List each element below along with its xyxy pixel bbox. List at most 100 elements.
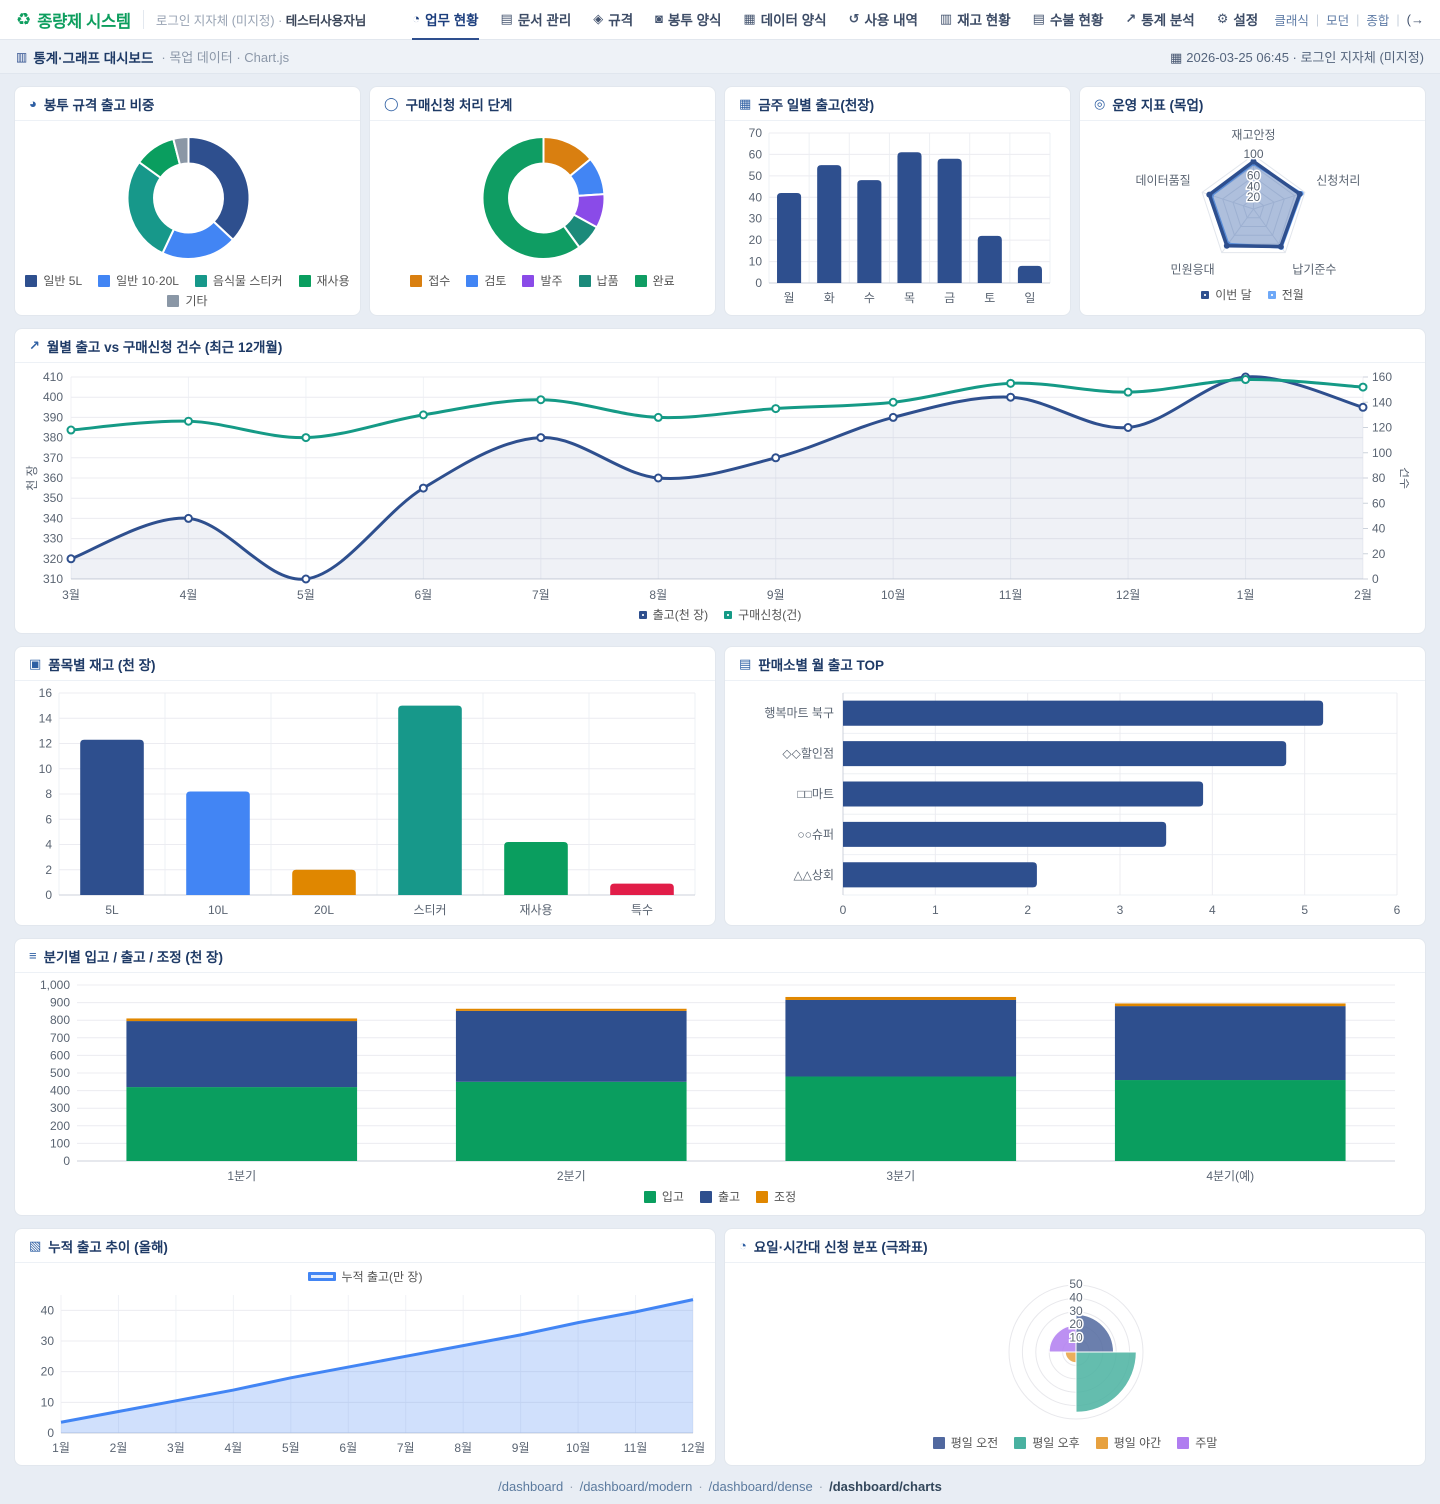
view-link[interactable]: 모던 — [1326, 14, 1350, 28]
quarterly-flow-stacked-chart[interactable]: 0 100 200 300 400 500 600 700 800 900 1,000 1분기 2분기 3… — [25, 977, 1415, 1187]
card-ops-radar: ◎ 운영 지표 (목업) 20 40 60 100 재고안정 신청처리 납기준수 민원응대 데이… — [1079, 86, 1426, 316]
legend-item[interactable]: 구매신청(건) — [724, 606, 801, 623]
legend-label: 검토 — [484, 274, 507, 288]
card-title: 봉투 규격 출고 비중 — [43, 97, 155, 113]
svg-text:390: 390 — [43, 410, 63, 424]
legend-item[interactable]: 일반 5L — [25, 272, 82, 289]
legend-swatch — [307, 1272, 336, 1281]
weekly-shipments-bar-chart[interactable]: 0 10 20 30 40 50 60 70 월 화 수 목 금 토 일 — [735, 125, 1060, 309]
legend-item[interactable]: 재사용 — [298, 272, 350, 289]
legend-item[interactable]: 입고 — [643, 1188, 684, 1205]
legend-item[interactable]: 평일 오전 — [932, 1434, 998, 1451]
svg-text:10: 10 — [41, 1395, 55, 1409]
legend-label: 발주 — [540, 274, 563, 288]
legend-item[interactable]: 전월 — [1267, 286, 1304, 303]
legend-item[interactable]: 일반 10·20L — [98, 272, 179, 289]
footer-link[interactable]: /dashboard/modern — [579, 1479, 693, 1494]
svg-text:월: 월 — [784, 291, 795, 305]
svg-text:6월: 6월 — [339, 1441, 357, 1455]
legend-item[interactable]: 음식물 스티커 — [194, 272, 283, 289]
nav-item[interactable]: ◔ 업무 현황 — [412, 0, 479, 40]
request-stages-doughnut[interactable] — [380, 125, 705, 271]
stock-by-item-bar-chart[interactable]: 0 2 4 6 8 10 12 14 16 5L 10L 20L 스티커 재사용 특수 — [25, 685, 705, 921]
svg-text:0: 0 — [47, 1426, 54, 1440]
quarterly-flow-legend[interactable]: 입고 출고 조정 — [25, 1187, 1415, 1209]
card-title: 운영 지표 (목업) — [1112, 97, 1204, 113]
nav-item-icon: ▤ — [500, 10, 513, 26]
legend-item[interactable]: 출고 — [699, 1188, 741, 1205]
legend-item[interactable]: 완료 — [634, 272, 675, 289]
nav-item-icon: ◙ — [655, 11, 663, 26]
envelope-mix-doughnut[interactable] — [25, 125, 350, 271]
legend-item[interactable]: 접수 — [410, 272, 450, 289]
svg-text:200: 200 — [50, 1119, 70, 1133]
svg-text:6: 6 — [45, 812, 52, 826]
svg-text:5L: 5L — [105, 903, 119, 917]
nav-item[interactable]: ◈ 규격 — [593, 0, 633, 40]
legend-item[interactable]: 이번 달 — [1201, 286, 1252, 303]
ops-radar-chart[interactable]: 20 40 60 100 재고안정 신청처리 납기준수 민원응대 데이터품질 — [1090, 125, 1415, 285]
legend-item[interactable]: 주말 — [1177, 1434, 1217, 1451]
svg-text:70: 70 — [749, 126, 763, 140]
card-title: 판매소별 월 출고 TOP — [758, 657, 884, 673]
breadcrumb: ▥ 통계·그래프 대시보드 · 목업 데이터 · Chart.js ▦ 2026-… — [0, 40, 1440, 74]
card-header: ≡ 분기별 입고 / 출고 / 조정 (천 장) — [15, 939, 1425, 973]
svg-text:□□마트: □□마트 — [797, 787, 834, 801]
divider: | — [1315, 12, 1320, 27]
legend-item[interactable]: 조정 — [756, 1188, 796, 1205]
monthly-dual-legend[interactable]: 출고(천 장) 구매신청(건) — [25, 605, 1415, 627]
nav-item[interactable]: ↗ 통계 분석 — [1125, 0, 1194, 40]
legend-item[interactable]: 검토 — [466, 272, 506, 289]
nav-item[interactable]: ▥ 재고 현황 — [940, 0, 1011, 40]
footer-link[interactable]: /dashboard — [498, 1479, 564, 1494]
nav-item-label: 재고 현황 — [957, 12, 1011, 28]
logout-icon[interactable]: (→ — [1406, 12, 1424, 27]
svg-text:380: 380 — [43, 431, 63, 445]
recycle-logo-icon: ♻ — [16, 9, 32, 29]
svg-text:140: 140 — [1372, 395, 1392, 409]
svg-text:12월: 12월 — [681, 1441, 705, 1455]
view-link[interactable]: 클래식 — [1274, 14, 1309, 28]
nav-item[interactable]: ▦ 데이터 양식 — [743, 0, 826, 40]
ops-radar-legend[interactable]: 이번 달 전월 — [1090, 285, 1415, 307]
svg-text:60: 60 — [749, 147, 763, 161]
legend-swatch — [1095, 1436, 1108, 1449]
view-link[interactable]: 종합 — [1366, 14, 1390, 28]
legend-item[interactable]: 누적 출고(만 장) — [307, 1268, 422, 1285]
time-distribution-polar-chart[interactable]: 10 20 30 40 50 — [735, 1267, 1415, 1433]
legend-item[interactable]: 평일 오후 — [1014, 1434, 1080, 1451]
footer-link[interactable]: /dashboard/dense — [708, 1479, 813, 1494]
nav-item[interactable]: ↺ 사용 내역 — [849, 0, 918, 40]
request-stages-legend[interactable]: 접수 검토 발주 납품 완료 — [380, 271, 705, 293]
nav-item[interactable]: ▤ 수불 현황 — [1033, 0, 1104, 40]
legend-swatch — [466, 274, 479, 287]
legend-label: 조정 — [774, 1190, 797, 1204]
legend-swatch — [634, 274, 647, 287]
legend-label: 출고 — [717, 1190, 741, 1204]
svg-text:10: 10 — [749, 255, 763, 269]
nav-item[interactable]: ◙ 봉투 양식 — [655, 0, 721, 40]
nav-item-label: 봉투 양식 — [667, 12, 722, 28]
svg-text:20: 20 — [41, 1365, 55, 1379]
cumulative-area-chart[interactable]: 0 10 20 30 40 1월 2월 3월 4월 5월 6월 7월 8월 9월 10월 11월 12월 — [25, 1289, 705, 1457]
legend-item[interactable]: 납품 — [578, 272, 619, 289]
legend-swatch — [298, 274, 311, 287]
legend-label: 접수 — [428, 274, 451, 288]
legend-label: 평일 오후 — [1032, 1436, 1080, 1450]
cumulative-legend[interactable]: 누적 출고(만 장) — [25, 1267, 705, 1289]
divider: · — [818, 1479, 824, 1494]
legend-item[interactable]: 출고(천 장) — [638, 606, 708, 623]
card-title: 요일·시간대 신청 분포 (극좌표) — [753, 1239, 928, 1255]
legend-item[interactable]: 기타 — [167, 292, 208, 309]
top-stores-hbar-chart[interactable]: 0 1 2 3 4 5 6 행복마트 북구 ◇◇할인점 □□마트 ○○슈퍼 △△상회 — [735, 685, 1415, 921]
svg-text:600: 600 — [50, 1048, 70, 1062]
calendar-icon: ▦ — [1169, 50, 1183, 65]
nav-item[interactable]: ⚙ 설정 — [1217, 0, 1259, 40]
legend-item[interactable]: 평일 야간 — [1095, 1434, 1161, 1451]
time-distribution-legend[interactable]: 평일 오전 평일 오후 평일 야간 주말 — [735, 1433, 1415, 1455]
svg-text:400: 400 — [50, 1084, 70, 1098]
legend-item[interactable]: 발주 — [522, 272, 563, 289]
nav-item[interactable]: ▤ 문서 관리 — [501, 0, 572, 40]
monthly-dual-line-chart[interactable]: 310 320 330 340 350 360 370 380 390 400 410 0 20 40 60… — [25, 367, 1415, 605]
